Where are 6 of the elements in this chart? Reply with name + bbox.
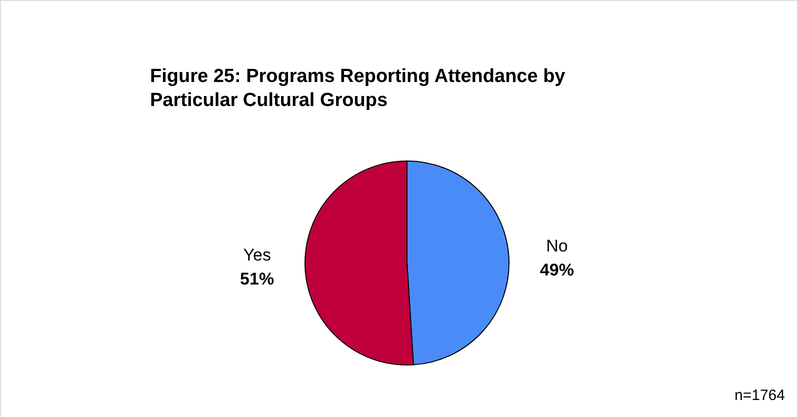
data-label: 51% [240,270,274,289]
slice-label: Yes [243,246,271,265]
slice-label: No [546,236,568,256]
chart-title: Figure 25: Programs Reporting Attendance by Particular Cultural Groups [150,66,566,111]
text: n=1764 [734,387,785,404]
data-label: 49% [540,260,574,280]
